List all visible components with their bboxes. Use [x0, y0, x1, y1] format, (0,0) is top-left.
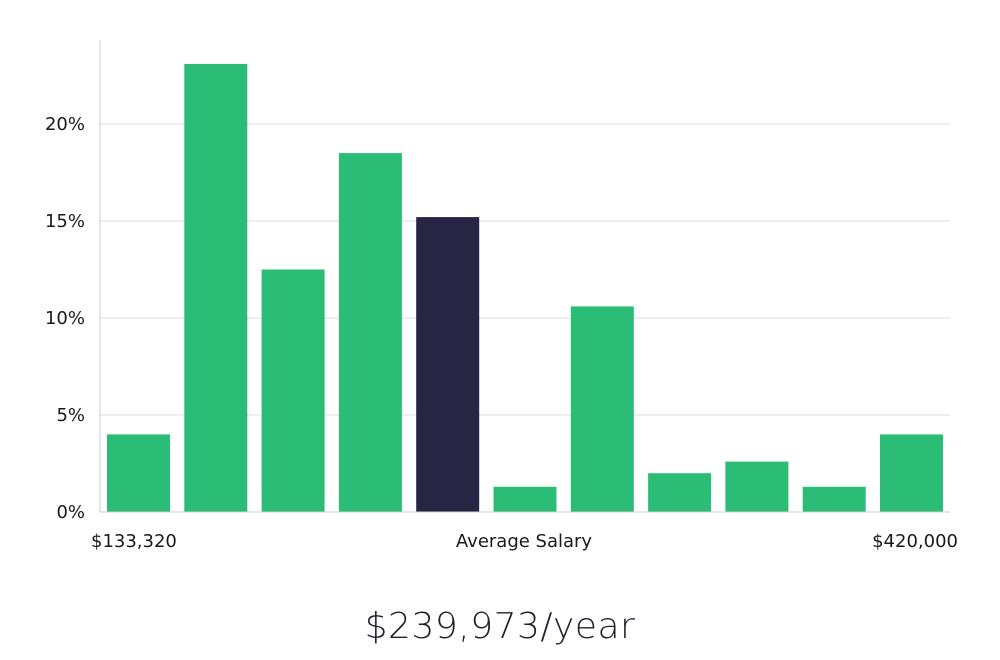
y-tick-label: 15%	[45, 211, 85, 232]
bar-highlighted	[416, 217, 480, 512]
average-salary-value: $239,973/year	[364, 606, 636, 647]
x-axis-label: Average Salary	[456, 531, 593, 552]
bar	[107, 434, 170, 512]
y-tick-label: 20%	[45, 114, 85, 135]
bar	[648, 473, 712, 512]
y-tick-label: 10%	[45, 308, 85, 329]
bars	[107, 63, 943, 513]
bar	[880, 434, 943, 512]
bar	[184, 63, 248, 513]
y-axis-ticks: 0% 5% 10% 15% 20%	[45, 114, 85, 523]
bar	[261, 269, 325, 512]
bar	[725, 461, 789, 512]
x-max-label: $420,000	[872, 531, 958, 552]
y-tick-label: 0%	[56, 502, 85, 523]
bar	[493, 486, 557, 512]
x-min-label: $133,320	[91, 531, 177, 552]
bar	[570, 306, 634, 512]
bar	[338, 153, 402, 512]
bar	[802, 486, 866, 512]
y-tick-label: 5%	[56, 405, 85, 426]
